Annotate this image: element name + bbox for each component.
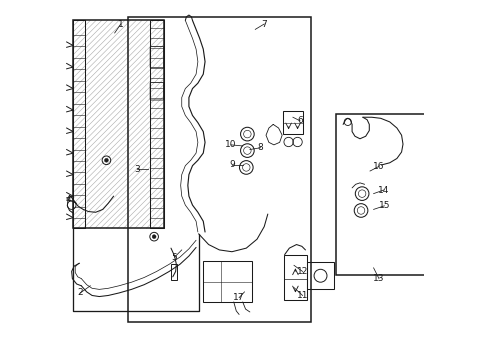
Bar — [150, 21, 163, 228]
Bar — [335, 114, 427, 275]
Text: 12: 12 — [296, 267, 307, 276]
Circle shape — [104, 158, 108, 162]
Text: 8: 8 — [257, 143, 263, 152]
Text: 3: 3 — [134, 165, 140, 174]
Text: 4: 4 — [65, 195, 71, 204]
Bar — [128, 17, 310, 321]
Text: 14: 14 — [377, 185, 388, 194]
Text: 16: 16 — [372, 162, 384, 171]
Bar — [306, 262, 333, 289]
Bar — [73, 21, 163, 228]
Text: 7: 7 — [261, 19, 266, 28]
Text: 15: 15 — [378, 201, 389, 210]
Bar — [203, 261, 251, 302]
Text: 13: 13 — [372, 274, 384, 283]
Text: 11: 11 — [296, 291, 308, 300]
Text: 10: 10 — [224, 140, 236, 149]
Bar — [171, 264, 177, 280]
Text: 6: 6 — [297, 116, 303, 125]
Bar — [284, 255, 306, 300]
Bar — [283, 111, 303, 134]
Text: 9: 9 — [228, 161, 234, 170]
Text: 2: 2 — [77, 288, 83, 297]
Circle shape — [152, 235, 156, 239]
Text: 1: 1 — [118, 19, 123, 28]
Text: 17: 17 — [233, 293, 244, 302]
Text: 5: 5 — [171, 253, 177, 262]
Bar — [73, 21, 84, 228]
